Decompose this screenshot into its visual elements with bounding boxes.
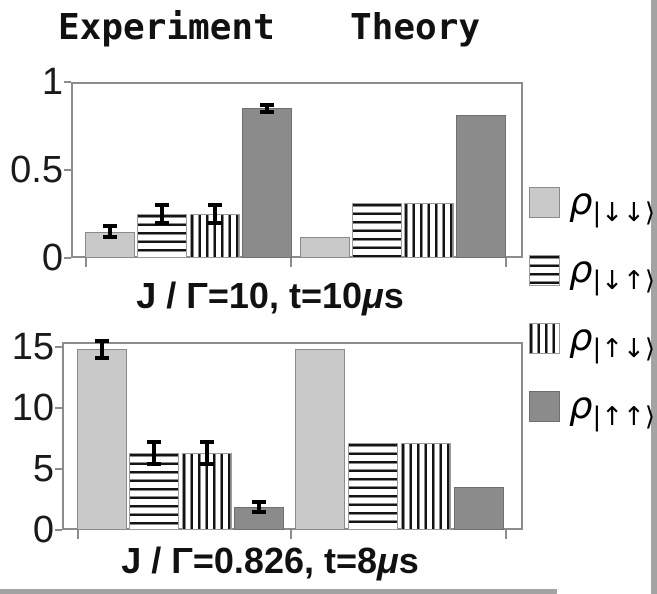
column-header-experiment: Experiment [58, 7, 275, 48]
rho-symbol: ρ [569, 384, 593, 427]
rho-symbol: ρ [569, 180, 593, 223]
ytick-mark [64, 81, 71, 83]
ket-up-up: |↑↑⟩ [592, 402, 655, 432]
column-header-theory: Theory [350, 7, 481, 48]
ytick-mark [55, 406, 62, 409]
ytick-label: 0 [41, 237, 63, 279]
legend-item-rho-up-down: ρ|↑↓⟩ [529, 316, 655, 364]
caption-mu: μ [377, 540, 399, 581]
group-divider-tick [77, 530, 79, 539]
legend-label: ρ|↑↑⟩ [569, 384, 655, 432]
caption-text: s [383, 275, 404, 316]
rho-symbol: ρ [569, 316, 593, 359]
bottom-panel-plot-frame [62, 342, 523, 530]
legend-item-rho-up-up: ρ|↑↑⟩ [529, 384, 655, 432]
legend-swatch-hlines [529, 254, 560, 286]
legend-item-rho-down-down: ρ|↓↓⟩ [529, 180, 655, 228]
caption-mu: μ [362, 275, 384, 316]
ket-up-down: |↑↓⟩ [592, 334, 655, 364]
legend-swatch-darkgray [529, 390, 560, 422]
group-divider-tick [290, 530, 292, 539]
caption-text: J / Γ=0.826, t=8 [121, 540, 378, 581]
ytick-label: 15 [11, 325, 54, 368]
ytick-label: 1 [41, 61, 63, 103]
bottom-border-strip [0, 589, 557, 594]
ytick-mark [64, 257, 71, 259]
ket-down-down: |↓↓⟩ [592, 198, 655, 228]
ytick-mark [55, 529, 62, 531]
ytick-mark [55, 467, 62, 470]
group-divider-tick [505, 258, 507, 267]
legend-label: ρ|↓↑⟩ [569, 248, 655, 296]
legend-label: ρ|↑↓⟩ [569, 316, 655, 364]
group-divider-tick [290, 258, 292, 267]
rho-symbol: ρ [569, 248, 593, 291]
legend-item-rho-down-up: ρ|↓↑⟩ [529, 248, 655, 296]
top-panel-plot-frame [71, 82, 523, 258]
ytick-label: 10 [11, 386, 54, 429]
legend-label: ρ|↓↓⟩ [569, 180, 655, 228]
ytick-mark [55, 345, 62, 348]
top-panel-caption: J / Γ=10, t=10μs [40, 276, 500, 316]
ytick-mark [64, 169, 71, 171]
caption-text: s [398, 540, 419, 581]
group-divider-tick [505, 530, 507, 539]
ytick-label: 0.5 [10, 149, 63, 191]
bottom-panel-caption: J / Γ=0.826, t=8μs [40, 541, 500, 581]
caption-text: J / Γ=10, t=10 [136, 275, 363, 316]
ket-down-up: |↓↑⟩ [592, 266, 655, 296]
right-border-strip [651, 0, 657, 594]
legend-swatch-lightgray [529, 186, 560, 218]
group-divider-tick [85, 258, 87, 267]
legend-swatch-vlines [529, 322, 560, 354]
ytick-label: 5 [32, 447, 54, 490]
